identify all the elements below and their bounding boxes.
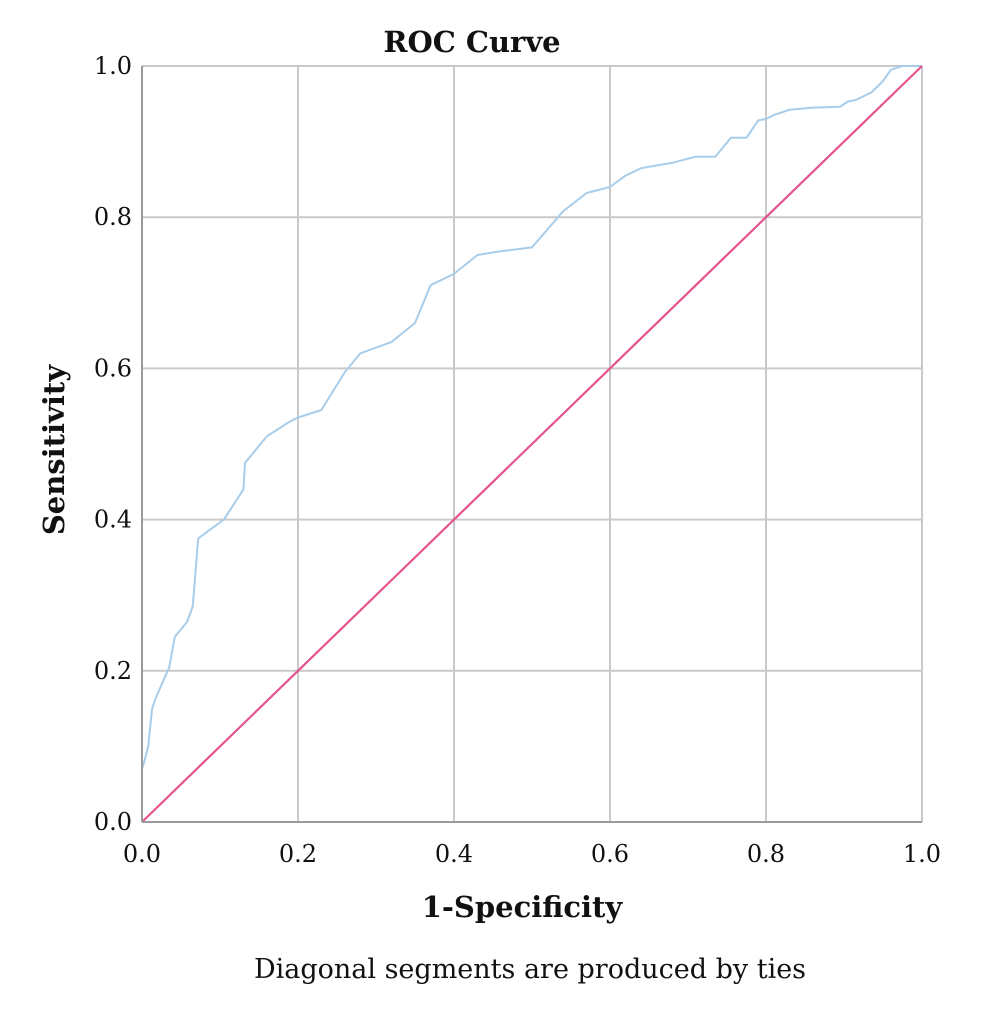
x-axis-label: 1-Specificity — [422, 890, 624, 924]
reference-diagonal-line — [141, 65, 923, 823]
x-tick-label: 0.8 — [747, 840, 785, 868]
grid-lines — [141, 65, 923, 823]
tick-labels: 0.0 0.2 0.4 0.6 0.8 1.0 0.0 0.2 0.4 0.6 0.8 1.0 — [94, 52, 941, 868]
y-tick-label: 0.0 — [94, 808, 132, 836]
y-tick-label: 0.2 — [94, 657, 132, 685]
roc-curve-line — [141, 65, 922, 822]
y-tick-label: 0.6 — [94, 354, 132, 382]
x-tick-label: 1.0 — [903, 840, 941, 868]
y-axis-label: Sensitivity — [37, 364, 71, 535]
x-tick-label: 0.0 — [123, 840, 161, 868]
y-tick-label: 1.0 — [94, 52, 132, 80]
x-tick-label: 0.6 — [591, 840, 629, 868]
chart-title: ROC Curve — [383, 25, 560, 59]
y-tick-label: 0.4 — [94, 506, 132, 534]
footnote: Diagonal segments are produced by ties — [254, 954, 806, 985]
series-group — [141, 65, 923, 823]
x-tick-label: 0.4 — [435, 840, 473, 868]
axes — [141, 66, 922, 823]
x-tick-label: 0.2 — [279, 840, 317, 868]
y-tick-label: 0.8 — [94, 203, 132, 231]
